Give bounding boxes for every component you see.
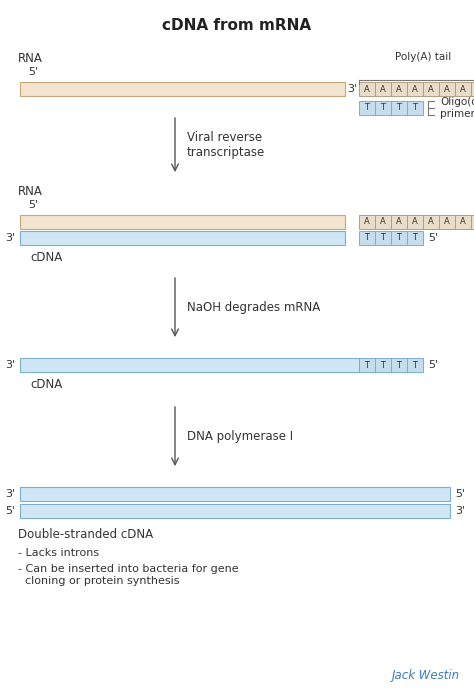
Text: RNA: RNA — [18, 52, 43, 65]
Text: T: T — [412, 104, 418, 113]
Bar — [439, 215, 455, 229]
Bar — [359, 82, 375, 96]
Text: Oligo(dT)
primer: Oligo(dT) primer — [440, 97, 474, 119]
Text: 5': 5' — [428, 360, 438, 370]
Text: T: T — [381, 361, 385, 370]
Text: T: T — [412, 361, 418, 370]
Text: T: T — [381, 234, 385, 243]
Text: A: A — [428, 218, 434, 227]
Bar — [423, 82, 439, 96]
Text: cDNA from mRNA: cDNA from mRNA — [163, 18, 311, 33]
Bar — [20, 231, 345, 245]
Bar — [391, 358, 407, 372]
Bar — [391, 82, 407, 96]
Text: 3': 3' — [455, 506, 465, 516]
Bar — [423, 215, 439, 229]
Bar — [20, 358, 359, 372]
Text: Viral reverse
transcriptase: Viral reverse transcriptase — [187, 131, 265, 159]
Bar — [375, 101, 391, 115]
Bar — [407, 82, 423, 96]
Text: A: A — [396, 218, 402, 227]
Text: T: T — [365, 361, 370, 370]
Text: cDNA: cDNA — [30, 251, 62, 264]
Text: A: A — [364, 218, 370, 227]
Text: Double-stranded cDNA: Double-stranded cDNA — [18, 528, 153, 541]
Bar — [391, 215, 407, 229]
Bar — [20, 82, 345, 96]
Bar — [391, 231, 407, 245]
Bar — [391, 101, 407, 115]
Text: 5': 5' — [428, 233, 438, 243]
Text: A: A — [396, 85, 402, 94]
Text: 5': 5' — [28, 200, 38, 210]
Bar — [375, 215, 391, 229]
Text: A: A — [460, 85, 466, 94]
Text: - Can be inserted into bacteria for gene
  cloning or protein synthesis: - Can be inserted into bacteria for gene… — [18, 564, 238, 586]
Bar — [471, 82, 474, 96]
Text: - Lacks introns: - Lacks introns — [18, 548, 99, 558]
Text: 3': 3' — [5, 360, 15, 370]
Text: Poly(A) tail: Poly(A) tail — [395, 52, 451, 62]
Text: T: T — [381, 104, 385, 113]
Text: 3': 3' — [347, 84, 357, 94]
Bar — [20, 504, 450, 518]
Text: Jack Westin: Jack Westin — [392, 669, 460, 682]
Text: A: A — [428, 85, 434, 94]
Text: A: A — [460, 218, 466, 227]
Text: RNA: RNA — [18, 185, 43, 198]
Text: T: T — [365, 234, 370, 243]
Bar — [375, 231, 391, 245]
Bar — [455, 215, 471, 229]
Text: 5': 5' — [5, 506, 15, 516]
Bar — [407, 215, 423, 229]
Text: T: T — [396, 104, 401, 113]
Bar — [455, 82, 471, 96]
Bar — [471, 215, 474, 229]
Text: 5': 5' — [28, 67, 38, 77]
Bar — [407, 101, 423, 115]
Text: DNA polymerase I: DNA polymerase I — [187, 430, 293, 443]
Bar — [359, 215, 375, 229]
Text: 3': 3' — [5, 489, 15, 499]
Text: T: T — [396, 361, 401, 370]
Bar — [407, 231, 423, 245]
Text: T: T — [365, 104, 370, 113]
Text: A: A — [444, 218, 450, 227]
Bar — [375, 358, 391, 372]
Text: T: T — [412, 234, 418, 243]
Bar — [359, 231, 375, 245]
Text: T: T — [396, 234, 401, 243]
Text: 5': 5' — [455, 489, 465, 499]
Bar — [375, 82, 391, 96]
Bar — [20, 215, 345, 229]
Bar — [359, 358, 375, 372]
Text: A: A — [380, 218, 386, 227]
Text: A: A — [444, 85, 450, 94]
Bar — [20, 487, 450, 501]
Text: A: A — [412, 85, 418, 94]
Text: 3': 3' — [5, 233, 15, 243]
Text: NaOH degrades mRNA: NaOH degrades mRNA — [187, 301, 320, 314]
Text: A: A — [380, 85, 386, 94]
Bar — [359, 101, 375, 115]
Text: A: A — [412, 218, 418, 227]
Bar — [439, 82, 455, 96]
Text: A: A — [364, 85, 370, 94]
Text: cDNA: cDNA — [30, 378, 62, 391]
Bar — [407, 358, 423, 372]
